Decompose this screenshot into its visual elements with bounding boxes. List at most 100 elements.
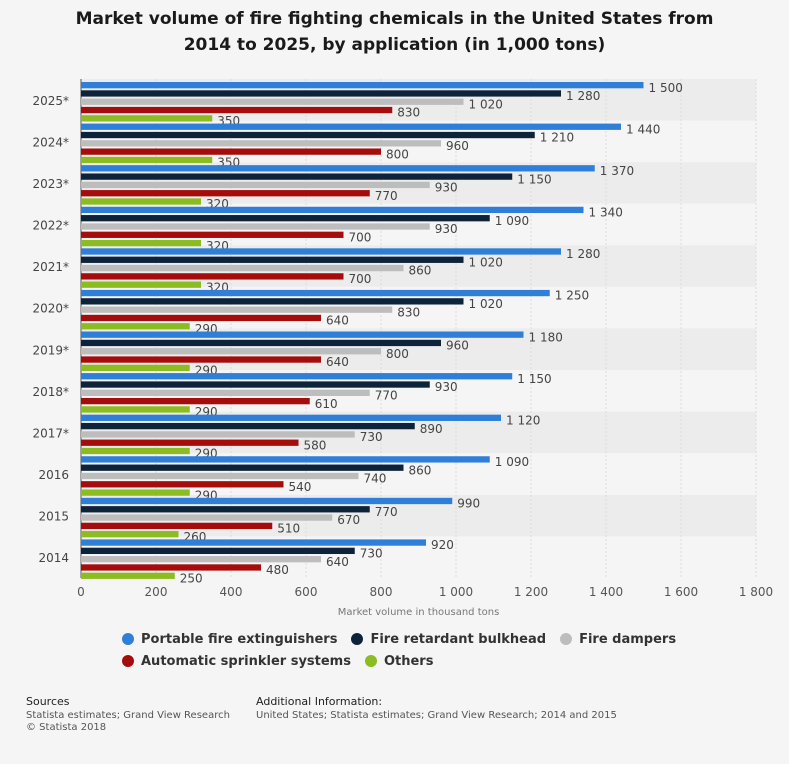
category-label: 2016 — [38, 468, 69, 482]
legend-item-portable-fire-extinguishers[interactable]: Portable fire extinguishers — [122, 632, 337, 647]
bar — [81, 556, 321, 563]
data-label: 610 — [315, 397, 338, 411]
x-tick-label: 400 — [220, 585, 243, 599]
bar — [81, 481, 284, 488]
data-label: 1 250 — [555, 289, 589, 303]
additional-info-heading: Additional Information: — [256, 695, 383, 708]
bar — [81, 298, 464, 305]
sources-block: Sources Statista estimates; Grand View R… — [26, 696, 230, 734]
legend-label: Fire dampers — [579, 631, 677, 647]
bar-chart: 0 200 400 600 800 1 000 1 200 1 400 1 600 1 800 Ma… — [32, 79, 773, 618]
bar — [81, 239, 201, 247]
data-label: 930 — [435, 181, 458, 195]
bar — [81, 456, 490, 463]
category-label: 2020* — [32, 302, 69, 316]
legend-item-fire-dampers[interactable]: Fire dampers — [560, 632, 676, 647]
data-label: 860 — [409, 264, 432, 278]
data-label: 1 090 — [495, 455, 529, 469]
bar — [81, 397, 310, 405]
data-label: 960 — [446, 139, 469, 153]
legend-swatch — [122, 633, 134, 645]
bar — [81, 181, 430, 189]
legend-label: Portable fire extinguishers — [141, 631, 338, 647]
bar — [81, 156, 213, 164]
legend-row-2: Automatic sprinkler systems Others — [122, 650, 722, 672]
category-label: 2022* — [32, 219, 69, 233]
bar — [81, 364, 190, 371]
legend-item-fire-retardant-bulkhead[interactable]: Fire retardant bulkhead — [351, 632, 546, 647]
data-label: 960 — [446, 339, 469, 353]
bar — [81, 522, 273, 530]
data-label: 540 — [289, 480, 312, 494]
sources-text: Statista estimates; Grand View Research — [26, 710, 230, 721]
data-label: 640 — [326, 555, 349, 569]
data-label: 830 — [397, 106, 420, 120]
bar — [81, 198, 201, 205]
bar — [81, 148, 381, 155]
data-label: 1 210 — [540, 131, 574, 145]
bar — [81, 248, 561, 255]
data-label: 740 — [364, 472, 387, 486]
bar — [81, 506, 370, 513]
data-label: 800 — [386, 147, 409, 161]
bar — [81, 547, 355, 555]
bar — [81, 472, 359, 480]
bar — [81, 215, 490, 222]
legend-swatch — [351, 633, 364, 645]
x-axis-title: Market volume in thousand tons — [338, 607, 500, 618]
data-label: 770 — [375, 388, 398, 402]
bar — [81, 489, 190, 496]
x-tick-label: 1 400 — [589, 585, 623, 599]
legend-swatch — [560, 633, 573, 645]
bar — [81, 190, 370, 197]
bar — [81, 131, 535, 139]
x-tick-label: 1 000 — [439, 585, 473, 599]
data-label: 640 — [326, 314, 349, 328]
bar — [81, 323, 190, 330]
legend-item-automatic-sprinkler-systems[interactable]: Automatic sprinkler systems — [122, 654, 351, 669]
x-tick-label: 800 — [370, 585, 393, 599]
data-label: 250 — [180, 571, 203, 585]
category-label: 2021* — [32, 260, 69, 274]
data-label: 1 370 — [600, 164, 634, 178]
bar — [81, 497, 453, 505]
bar — [81, 123, 621, 130]
bar — [81, 422, 415, 430]
bar — [81, 90, 561, 97]
bar — [81, 115, 213, 122]
additional-info-block: Additional Information: United States; S… — [256, 696, 617, 722]
data-label: 1 500 — [649, 81, 683, 95]
legend-item-others[interactable]: Others — [364, 654, 433, 669]
data-label: 1 020 — [469, 297, 503, 311]
bar — [81, 339, 441, 347]
legend-swatch — [364, 655, 377, 667]
bar — [81, 98, 464, 105]
data-label: 700 — [349, 272, 372, 286]
bar — [81, 281, 201, 288]
bar — [81, 531, 179, 538]
data-label: 670 — [337, 513, 360, 527]
category-label: 2025* — [32, 94, 69, 108]
bar — [81, 564, 261, 571]
data-label: 920 — [431, 538, 454, 552]
bar — [81, 572, 175, 579]
data-label: 1 020 — [469, 255, 503, 269]
data-label: 510 — [277, 522, 300, 536]
legend-label: Fire retardant bulkhead — [370, 631, 547, 647]
bar — [81, 381, 430, 388]
bar — [81, 289, 550, 297]
bar — [81, 414, 501, 421]
bar — [81, 406, 190, 413]
bar — [81, 439, 299, 446]
bar — [81, 82, 644, 89]
data-label: 860 — [409, 463, 432, 477]
data-label: 890 — [420, 422, 443, 436]
legend-label: Automatic sprinkler systems — [141, 653, 351, 669]
bar — [81, 464, 404, 471]
category-label: 2018* — [32, 385, 69, 399]
category-label: 2019* — [32, 343, 69, 357]
x-tick-label: 1 600 — [664, 585, 698, 599]
data-label: 1 180 — [529, 330, 563, 344]
legend-row-1: Portable fire extinguishers Fire retarda… — [122, 628, 722, 650]
category-label: 2015 — [38, 510, 69, 524]
